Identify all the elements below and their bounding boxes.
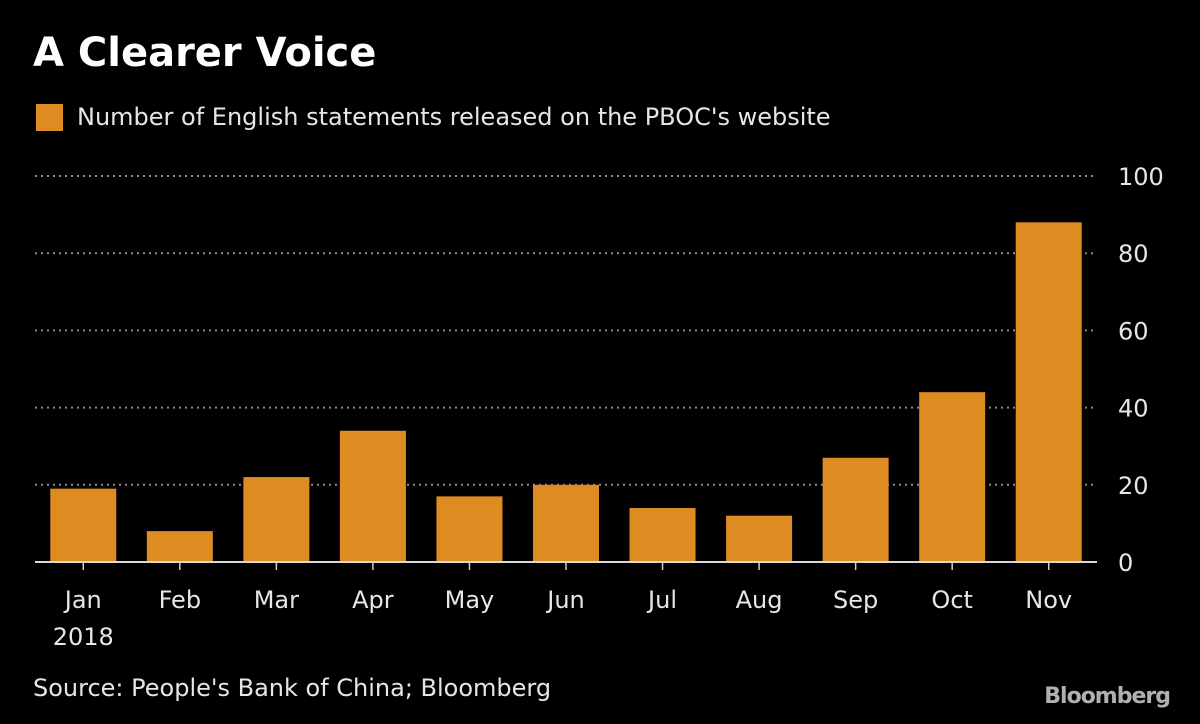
x-tick-label: Aug: [736, 586, 783, 614]
bar-nov: [1015, 222, 1082, 562]
legend-label: Number of English statements released on…: [77, 103, 831, 131]
bar-jan: [50, 488, 117, 562]
y-tick-label: 80: [1118, 240, 1149, 268]
x-tick-label: Jun: [545, 586, 585, 614]
y-tick-label: 20: [1118, 472, 1149, 500]
legend-swatch: [36, 103, 63, 131]
x-tick-label: Apr: [352, 586, 394, 614]
bar-jul: [629, 507, 696, 562]
x-tick-label: Mar: [254, 586, 299, 614]
bar-mar: [243, 477, 310, 562]
x-tick-label: Sep: [833, 586, 878, 614]
bar-may: [436, 496, 503, 562]
bar-sep: [822, 457, 889, 562]
x-tick-label: Feb: [159, 586, 202, 614]
x-tick-label: Nov: [1025, 586, 1072, 614]
x-tick-label: Jul: [646, 586, 677, 614]
chart-title: A Clearer Voice: [33, 30, 377, 76]
y-tick-label: 100: [1118, 163, 1164, 191]
x-year-label: 2018: [53, 623, 114, 651]
x-tick-label: May: [445, 586, 495, 614]
bloomberg-logo: Bloomberg: [1044, 684, 1171, 709]
bar-feb: [146, 531, 213, 562]
bar-apr: [339, 430, 406, 562]
bars: [50, 222, 1082, 562]
y-tick-label: 40: [1118, 395, 1149, 423]
axes: [35, 561, 1097, 570]
x-tick-label: Oct: [931, 586, 973, 614]
bar-aug: [726, 515, 793, 562]
source-note: Source: People's Bank of China; Bloomber…: [33, 674, 552, 702]
legend: Number of English statements released on…: [36, 103, 831, 131]
axis-labels: 0 20 40 60 80 100 Jan 2018 Feb Mar Apr May Jun Jul Aug…: [53, 163, 1164, 651]
y-tick-label: 0: [1118, 549, 1133, 577]
x-tick-label: Jan: [63, 586, 102, 614]
bar-oct: [919, 392, 986, 562]
y-tick-label: 60: [1118, 317, 1149, 345]
bar-jun: [533, 484, 599, 562]
